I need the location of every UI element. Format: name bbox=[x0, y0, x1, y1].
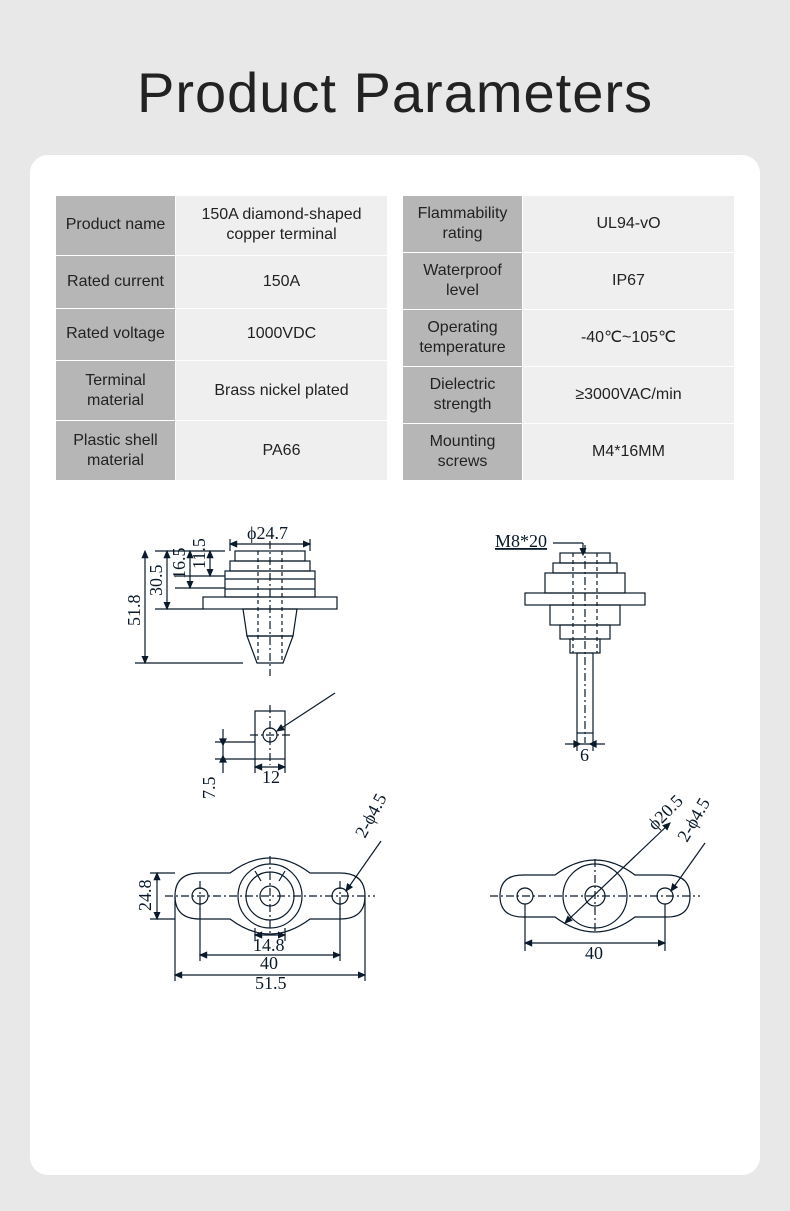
param-table-left: Product name150A diamond-shaped copper t… bbox=[55, 195, 388, 481]
table-row: Rated current150A bbox=[56, 255, 388, 308]
table-row: Terminal materialBrass nickel plated bbox=[56, 361, 388, 421]
dim-label: 6 bbox=[580, 745, 589, 765]
cell-value: ≥3000VAC/min bbox=[523, 367, 735, 424]
table-row: Plastic shell materialPA66 bbox=[56, 421, 388, 481]
dim-label: 12 bbox=[262, 767, 280, 787]
cell-value: Brass nickel plated bbox=[176, 361, 388, 421]
table-row: Dielectric strength≥3000VAC/min bbox=[403, 367, 735, 424]
cell-value: 150A bbox=[176, 255, 388, 308]
dim-label: 16.5 bbox=[169, 548, 189, 580]
table-row: Rated voltage1000VDC bbox=[56, 308, 388, 361]
cell-value: PA66 bbox=[176, 421, 388, 481]
dim-label: 51.5 bbox=[255, 973, 287, 993]
dim-label: 40 bbox=[585, 943, 603, 963]
cell-label: Rated voltage bbox=[56, 308, 176, 361]
dim-label: M8*20 bbox=[495, 531, 547, 551]
cell-value: IP67 bbox=[523, 253, 735, 310]
param-table-right: Flammability ratingUL94-vO Waterproof le… bbox=[402, 195, 735, 481]
dim-label: 40 bbox=[260, 953, 278, 973]
table-row: Operating temperature-40℃~105℃ bbox=[403, 310, 735, 367]
cell-label: Terminal material bbox=[56, 361, 176, 421]
cell-value: 1000VDC bbox=[176, 308, 388, 361]
cell-label: Waterproof level bbox=[403, 253, 523, 310]
dim-label: 24.8 bbox=[135, 880, 155, 912]
cell-label: Rated current bbox=[56, 255, 176, 308]
cell-label: Dielectric strength bbox=[403, 367, 523, 424]
page-title: Product Parameters bbox=[0, 0, 790, 155]
technical-drawing: ϕ24.7 11.5 16.5 30 bbox=[55, 521, 735, 1121]
cell-value: UL94-vO bbox=[523, 196, 735, 253]
cell-value: M4*16MM bbox=[523, 424, 735, 481]
cell-label: Product name bbox=[56, 196, 176, 256]
dim-label: 7.5 bbox=[199, 777, 219, 800]
dim-label: 2-ϕ4.5 bbox=[351, 790, 391, 841]
cell-label: Mounting screws bbox=[403, 424, 523, 481]
cell-value: -40℃~105℃ bbox=[523, 310, 735, 367]
dim-label: 14.8 bbox=[253, 935, 285, 955]
table-row: Flammability ratingUL94-vO bbox=[403, 196, 735, 253]
cell-label: Operating temperature bbox=[403, 310, 523, 367]
param-tables: Product name150A diamond-shaped copper t… bbox=[55, 195, 735, 481]
dim-label: ϕ24.7 bbox=[247, 523, 288, 543]
right-side-view: M8*20 bbox=[490, 531, 714, 963]
dim-label: 51.8 bbox=[124, 595, 144, 627]
dim-label: 11.5 bbox=[189, 538, 209, 569]
card: Product name150A diamond-shaped copper t… bbox=[30, 155, 760, 1175]
left-side-view: ϕ24.7 11.5 16.5 30 bbox=[124, 523, 391, 993]
table-row: Product name150A diamond-shaped copper t… bbox=[56, 196, 388, 256]
cell-label: Plastic shell material bbox=[56, 421, 176, 481]
cell-value: 150A diamond-shaped copper terminal bbox=[176, 196, 388, 256]
table-row: Waterproof levelIP67 bbox=[403, 253, 735, 310]
table-row: Mounting screwsM4*16MM bbox=[403, 424, 735, 481]
cell-label: Flammability rating bbox=[403, 196, 523, 253]
dim-label: 30.5 bbox=[146, 565, 166, 597]
